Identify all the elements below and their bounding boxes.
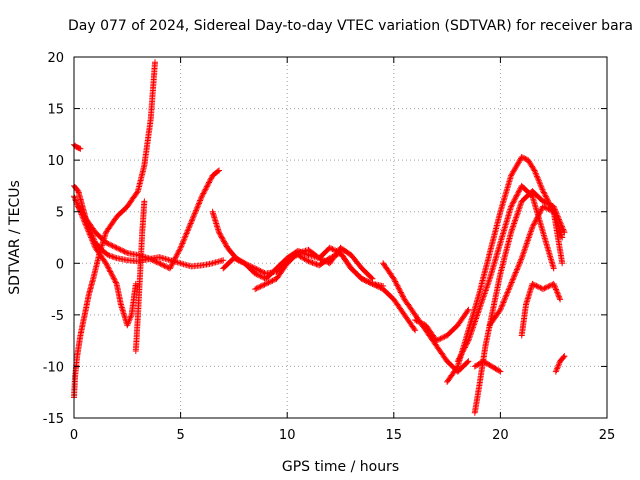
series-arc-8: [220, 250, 419, 334]
y-tick-label: 10: [47, 154, 64, 169]
series-arc-9: [252, 244, 376, 293]
series-markers: [518, 280, 564, 339]
series-markers: [454, 182, 557, 365]
series-markers: [220, 250, 419, 334]
series-markers: [252, 244, 376, 293]
y-tick-label: 5: [56, 206, 64, 221]
x-tick-label: 10: [279, 428, 296, 443]
x-tick-label: 25: [599, 428, 616, 443]
x-tick-label: 20: [492, 428, 509, 443]
series-arc-15: [486, 203, 566, 329]
y-tick-label: -5: [51, 309, 64, 324]
series-arc-11: [412, 306, 472, 344]
chart-title: Day 077 of 2024, Sidereal Day-to-day VTE…: [67, 18, 633, 34]
y-tick-label: 0: [56, 257, 64, 272]
x-tick-label: 5: [176, 428, 184, 443]
series-markers: [552, 353, 568, 375]
series-arc-17: [552, 353, 568, 375]
series-arc-16: [518, 280, 564, 339]
axis-ticks: 0 5 10 15 20 25 -15 -10 -5 0 5 10 15 20: [43, 51, 616, 443]
series-markers: [75, 167, 222, 272]
series-markers: [132, 198, 148, 354]
series-markers: [412, 306, 472, 344]
data-marks: [71, 59, 568, 416]
y-tick-label: 15: [47, 103, 64, 118]
series-arc-5: [132, 198, 148, 354]
y-tick-label: -15: [43, 412, 64, 427]
series-arc-6: [75, 167, 222, 272]
series-arc-18: [471, 358, 504, 375]
series-markers: [486, 203, 566, 329]
x-axis-label: GPS time / hours: [282, 459, 399, 475]
series-markers: [471, 358, 504, 375]
series-arc-1: [71, 141, 84, 152]
series-markers: [71, 59, 158, 401]
plot-frame: [73, 56, 608, 419]
y-tick-label: 20: [47, 51, 64, 66]
y-tick-label: -10: [43, 360, 64, 375]
series-arc-4: [71, 59, 158, 401]
series-arc-14: [454, 182, 557, 365]
series-markers: [71, 141, 84, 152]
x-tick-label: 15: [386, 428, 403, 443]
y-axis-label: SDTVAR / TECUs: [7, 180, 23, 295]
x-tick-label: 0: [70, 428, 78, 443]
